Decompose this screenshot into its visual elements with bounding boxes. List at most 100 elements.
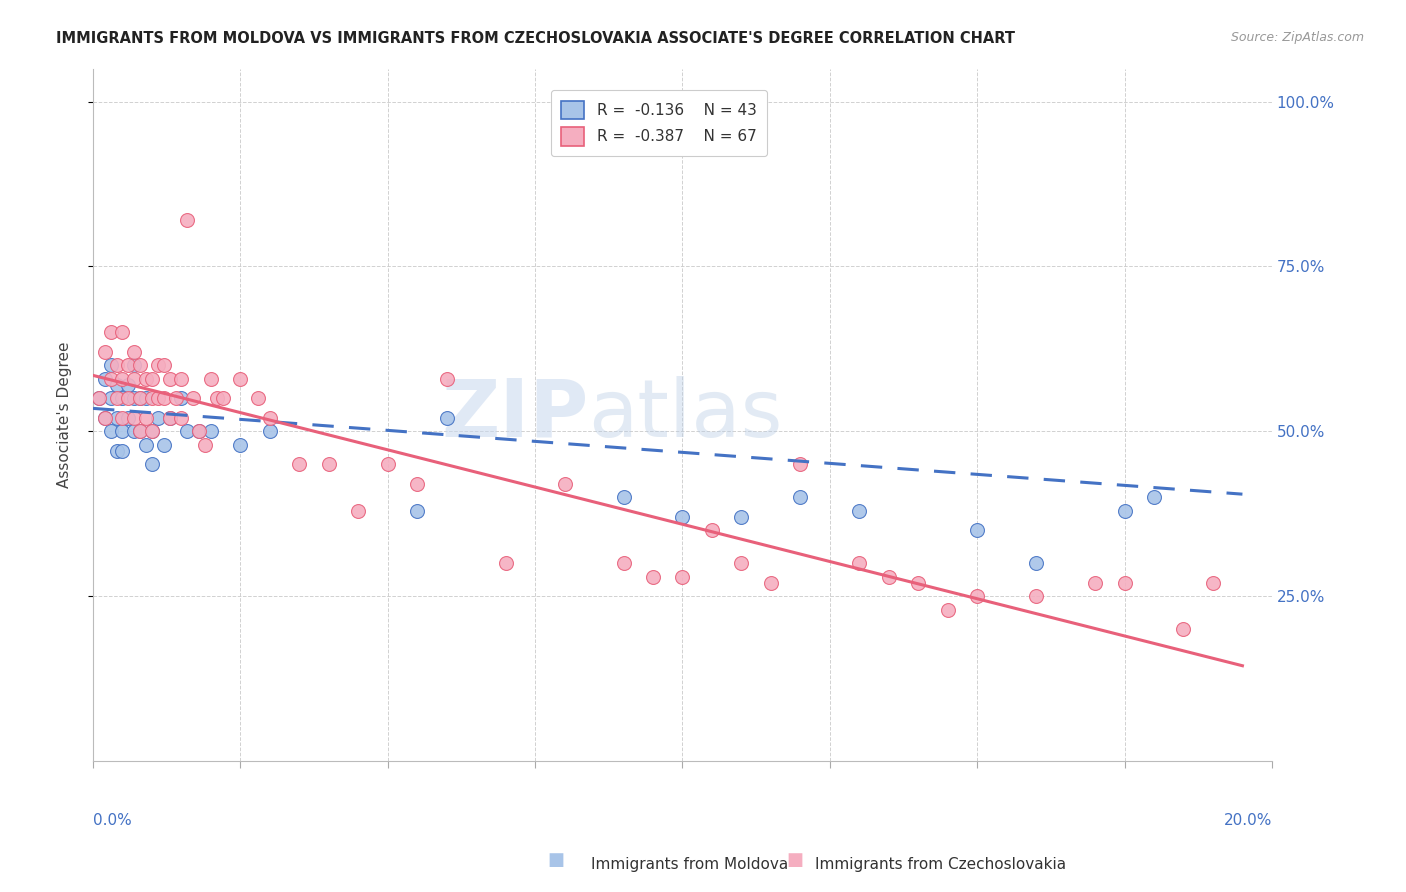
Point [94, 411, 117, 425]
Point [100, 425, 122, 439]
Point [1114, 576, 1136, 591]
Text: ■: ■ [547, 851, 564, 869]
Point [105, 359, 128, 373]
Point [124, 392, 146, 406]
Point [141, 425, 163, 439]
Point [129, 425, 152, 439]
Point [135, 372, 157, 386]
Point [159, 372, 181, 386]
Point [111, 444, 134, 458]
Point [100, 359, 122, 373]
Point [117, 392, 139, 406]
Point [406, 477, 429, 491]
Point [406, 503, 429, 517]
Point [759, 576, 782, 591]
Point [671, 569, 693, 583]
Point [612, 557, 634, 571]
Point [730, 557, 752, 571]
Point [1143, 491, 1166, 505]
Point [117, 359, 139, 373]
Point [159, 411, 181, 425]
Point [152, 359, 174, 373]
Point [135, 438, 157, 452]
Point [87, 392, 110, 406]
Text: 0.0%: 0.0% [93, 814, 132, 829]
Point [124, 372, 146, 386]
Point [200, 425, 222, 439]
Point [100, 372, 122, 386]
Point [554, 477, 576, 491]
Point [135, 411, 157, 425]
Point [436, 411, 458, 425]
Point [612, 491, 634, 505]
Point [100, 392, 122, 406]
Point [936, 602, 959, 616]
Point [730, 510, 752, 524]
Text: ■: ■ [786, 851, 803, 869]
Point [176, 425, 198, 439]
Point [1084, 576, 1107, 591]
Point [966, 524, 988, 538]
Point [105, 392, 128, 406]
Point [105, 378, 128, 392]
Point [105, 444, 128, 458]
Point [200, 372, 222, 386]
Legend: R =  -0.136    N = 43, R =  -0.387    N = 67: R = -0.136 N = 43, R = -0.387 N = 67 [551, 90, 768, 156]
Text: 20.0%: 20.0% [1223, 814, 1272, 829]
Point [188, 425, 211, 439]
Point [789, 491, 811, 505]
Point [135, 392, 157, 406]
Point [129, 425, 152, 439]
Y-axis label: Associate's Degree: Associate's Degree [58, 342, 72, 488]
Point [146, 411, 169, 425]
Point [129, 392, 152, 406]
Point [848, 557, 870, 571]
Point [1114, 503, 1136, 517]
Point [176, 213, 198, 227]
Point [495, 557, 517, 571]
Point [100, 326, 122, 340]
Point [117, 378, 139, 392]
Point [141, 392, 163, 406]
Point [1173, 623, 1195, 637]
Point [347, 503, 370, 517]
Text: atlas: atlas [588, 376, 783, 454]
Point [159, 411, 181, 425]
Point [94, 372, 117, 386]
Point [211, 392, 233, 406]
Point [152, 438, 174, 452]
Point [152, 392, 174, 406]
Point [124, 359, 146, 373]
Point [181, 392, 204, 406]
Point [87, 392, 110, 406]
Point [129, 359, 152, 373]
Text: IMMIGRANTS FROM MOLDOVA VS IMMIGRANTS FROM CZECHOSLOVAKIA ASSOCIATE'S DEGREE COR: IMMIGRANTS FROM MOLDOVA VS IMMIGRANTS FR… [56, 31, 1015, 46]
Point [117, 411, 139, 425]
Point [146, 392, 169, 406]
Point [1025, 590, 1047, 604]
Text: Source: ZipAtlas.com: Source: ZipAtlas.com [1230, 31, 1364, 45]
Point [1025, 557, 1047, 571]
Point [105, 411, 128, 425]
Point [318, 458, 340, 472]
Point [170, 411, 193, 425]
Point [288, 458, 311, 472]
Point [111, 326, 134, 340]
Point [124, 425, 146, 439]
Point [229, 372, 252, 386]
Point [141, 372, 163, 386]
Point [641, 569, 664, 583]
Point [111, 425, 134, 439]
Text: Immigrants from Moldova: Immigrants from Moldova [591, 857, 787, 872]
Point [377, 458, 399, 472]
Point [124, 345, 146, 359]
Point [124, 411, 146, 425]
Point [259, 425, 281, 439]
Point [146, 359, 169, 373]
Point [436, 372, 458, 386]
Text: ZIP: ZIP [441, 376, 588, 454]
Point [170, 372, 193, 386]
Point [129, 392, 152, 406]
Point [848, 503, 870, 517]
Text: Immigrants from Czechoslovakia: Immigrants from Czechoslovakia [815, 857, 1067, 872]
